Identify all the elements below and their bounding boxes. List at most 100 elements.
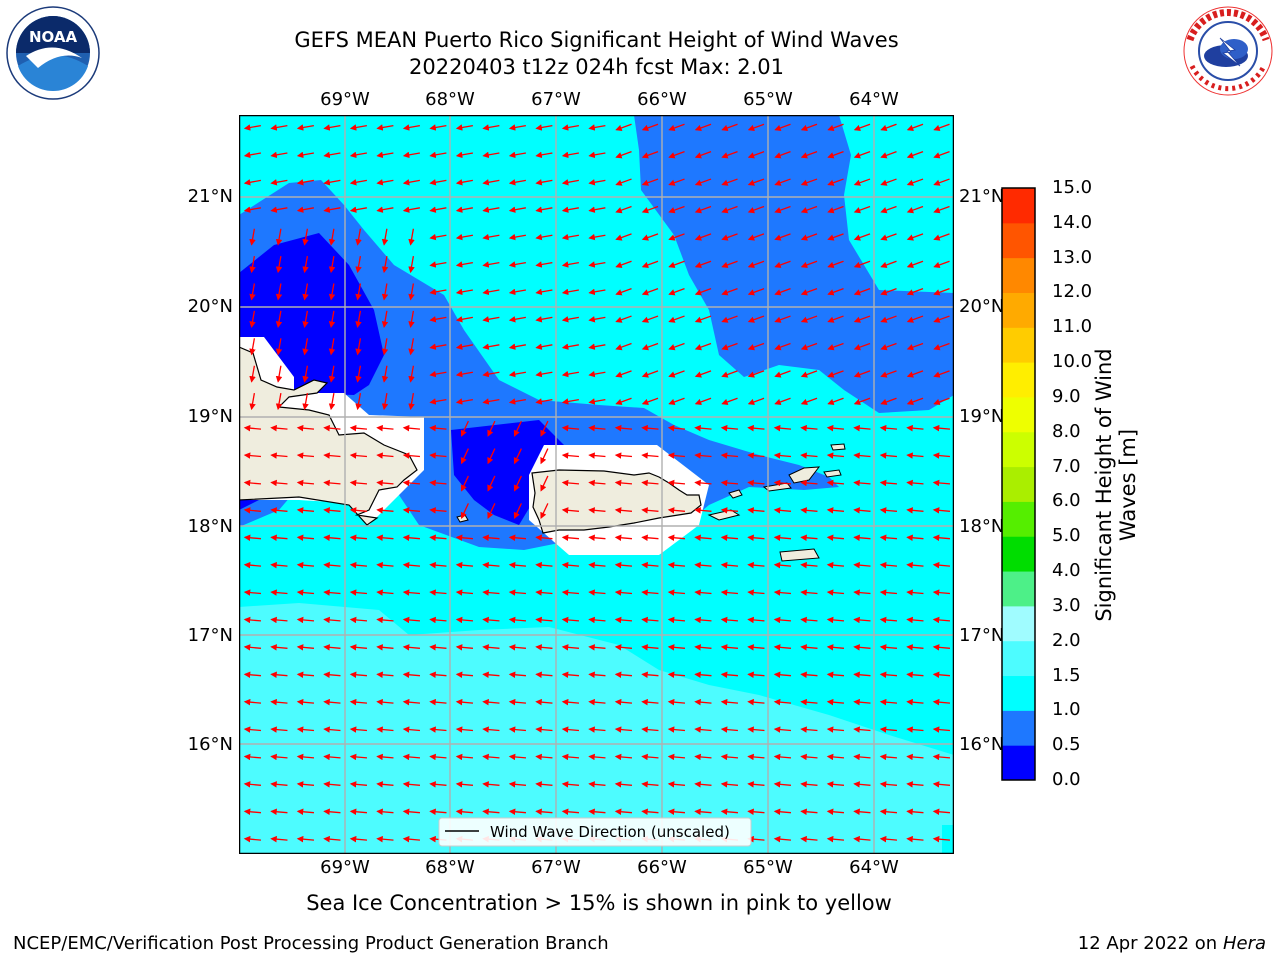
wind-wave-arrow — [455, 616, 474, 624]
wind-wave-arrow — [879, 507, 898, 514]
wind-wave-arrow — [535, 561, 553, 569]
wind-wave-arrow — [561, 179, 579, 186]
colorbar — [1001, 187, 1036, 781]
wind-wave-arrow — [800, 835, 818, 843]
wind-wave-arrow — [641, 342, 659, 351]
wind-wave-arrow — [721, 260, 738, 269]
wind-wave-arrow — [588, 479, 606, 487]
wind-wave-arrow — [508, 698, 527, 706]
wind-wave-arrow — [800, 781, 818, 788]
wind-wave-arrow — [561, 316, 579, 323]
wind-wave-arrow — [720, 808, 739, 815]
wind-wave-arrow — [668, 397, 685, 406]
wind-wave-arrow — [429, 452, 447, 459]
wind-wave-arrow — [323, 835, 341, 843]
lon-label-bottom-68: 68°W — [425, 857, 475, 878]
wind-wave-arrow — [773, 726, 792, 733]
wind-wave-arrow — [296, 151, 314, 159]
wind-wave-arrow — [853, 808, 871, 815]
wind-wave-arrow — [694, 370, 712, 378]
wind-wave-arrow — [381, 228, 389, 246]
lon-label-bottom-69: 69°W — [320, 857, 370, 878]
wind-wave-arrow — [668, 315, 685, 323]
wind-wave-arrow — [588, 424, 606, 432]
wind-wave-arrow — [296, 589, 315, 596]
wind-wave-arrow — [747, 753, 765, 761]
wind-wave-arrow — [429, 644, 447, 651]
wind-wave-arrow — [826, 616, 845, 624]
wind-wave-arrow — [243, 698, 262, 706]
wind-wave-arrow — [535, 370, 553, 378]
wind-wave-arrow — [429, 288, 447, 296]
wind-wave-arrow — [932, 726, 951, 733]
wind-wave-arrow — [381, 310, 389, 328]
wind-wave-arrow — [482, 726, 500, 733]
wind-wave-arrow — [906, 561, 924, 569]
virgin-islands — [788, 466, 821, 484]
wind-wave-arrow — [561, 398, 579, 405]
footer-right: 12 Apr 2022 on Hera — [1078, 933, 1266, 954]
wind-wave-arrow — [535, 534, 553, 541]
wind-wave-arrow — [932, 452, 951, 459]
wind-wave-arrow — [774, 233, 791, 241]
wind-wave-arrow — [275, 310, 283, 328]
wind-wave-arrow — [508, 534, 527, 541]
wind-wave-arrow — [588, 534, 606, 541]
wind-wave-arrow — [747, 698, 765, 706]
wind-wave-arrow — [614, 808, 633, 815]
wind-wave-arrow — [694, 178, 712, 186]
wind-wave-arrow — [487, 420, 496, 437]
wind-wave-arrow — [561, 616, 580, 624]
wind-wave-arrow — [402, 835, 421, 843]
wind-wave-arrow — [880, 151, 897, 159]
wind-wave-arrow — [376, 616, 394, 624]
wind-wave-arrow — [429, 534, 447, 541]
wind-wave-arrow — [508, 151, 526, 159]
footer-date: 12 Apr 2022 on — [1077, 933, 1223, 954]
wind-wave-arrow — [614, 424, 633, 432]
wind-wave-arrow — [667, 644, 686, 651]
wind-wave-arrow — [588, 644, 606, 651]
wind-wave-arrow — [408, 283, 415, 301]
wind-wave-arrow — [482, 261, 500, 268]
wind-wave-arrow — [800, 260, 818, 269]
lat-label-left-17: 17°N — [187, 625, 233, 646]
wind-wave-arrow — [482, 616, 500, 624]
wind-wave-arrow — [296, 479, 315, 487]
colorbar-segment — [1002, 466, 1035, 502]
wind-wave-arrow — [853, 151, 871, 159]
wind-wave-arrow — [376, 179, 394, 186]
wind-wave-arrow — [376, 808, 394, 815]
wind-wave-arrow — [402, 179, 420, 186]
wind-wave-arrow — [747, 342, 765, 351]
wind-wave-arrow — [614, 589, 633, 596]
wind-wave-arrow — [614, 781, 633, 788]
wind-wave-arrow — [747, 644, 765, 651]
wind-wave-arrow — [455, 808, 474, 815]
wind-wave-arrow — [641, 205, 659, 214]
wind-wave-arrow — [906, 260, 924, 269]
wind-wave-arrow — [402, 698, 421, 706]
wind-wave-arrow — [270, 644, 288, 651]
colorbar-tick-label: 4.0 — [1052, 560, 1081, 582]
wind-wave-arrow — [323, 424, 341, 432]
hispaniola-land — [239, 346, 418, 526]
wind-wave-arrow — [774, 178, 791, 186]
wind-wave-arrow — [482, 781, 500, 788]
wind-wave-arrow — [826, 671, 845, 678]
wind-wave-arrow — [588, 151, 606, 159]
wind-wave-arrow — [667, 424, 686, 432]
wind-wave-arrow — [747, 671, 765, 678]
wind-wave-arrow — [429, 151, 447, 159]
wind-wave-arrow — [667, 698, 686, 706]
wind-wave-arrow — [800, 178, 818, 186]
wind-wave-arrow — [879, 644, 898, 651]
wind-wave-arrow — [355, 310, 362, 328]
colorbar-tick-label: 11.0 — [1052, 316, 1093, 338]
wind-wave-arrow — [296, 534, 315, 541]
wind-wave-arrow — [402, 507, 421, 514]
wind-wave-arrow — [455, 398, 473, 405]
wind-wave-arrow — [535, 698, 553, 706]
wind-wave-arrow — [879, 835, 898, 843]
wind-wave-arrow — [482, 206, 500, 213]
